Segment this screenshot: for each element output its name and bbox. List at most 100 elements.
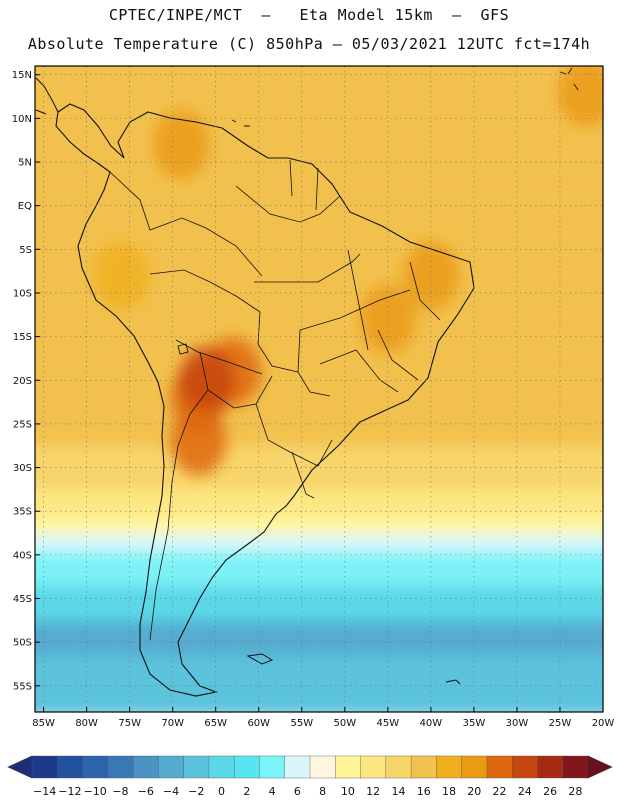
- colorbar-label: 26: [543, 785, 557, 798]
- map-subtitle: Absolute Temperature (C) 850hPa – 05/03/…: [27, 35, 591, 53]
- colorbar-label: −8: [112, 785, 128, 798]
- colorbar-swatch: [360, 755, 387, 779]
- longitude-label: 55W: [290, 718, 313, 729]
- colorbar-swatch: [335, 755, 362, 779]
- colorbar-swatch: [309, 755, 336, 779]
- longitude-label: 60W: [247, 718, 270, 729]
- colorbar-swatch: [562, 755, 589, 779]
- latitude-label: 40S: [13, 550, 32, 561]
- warm-core: [179, 346, 236, 415]
- latitude-label: 5S: [19, 245, 32, 256]
- longitude-label: 70W: [161, 718, 184, 729]
- latitude-label: 30S: [13, 463, 32, 474]
- colorbar-label: 2: [243, 785, 250, 798]
- warm-core: [153, 110, 210, 179]
- warm-core: [170, 407, 227, 476]
- latitude-label: 15N: [12, 70, 32, 81]
- colorbar-swatch: [31, 755, 58, 779]
- temperature-bands: [35, 66, 603, 712]
- colorbar-swatch: [82, 755, 109, 779]
- colorbar-swatch: [208, 755, 235, 779]
- colorbar-label: 14: [391, 785, 405, 798]
- latitude-label: 10S: [13, 288, 32, 299]
- colorbar-label: 16: [417, 785, 431, 798]
- warm-cores: [93, 66, 603, 476]
- colorbar-label: −14: [33, 785, 56, 798]
- longitude-label: 25W: [549, 718, 572, 729]
- latitude-label: 25S: [13, 419, 32, 430]
- map-title: CPTEC/INPE/MCT – Eta Model 15km – GFS: [108, 6, 510, 24]
- colorbar-label: 0: [218, 785, 225, 798]
- coastline-borders: [35, 67, 579, 697]
- colorbar-swatch: [410, 755, 437, 779]
- colorbar-swatch: [511, 755, 538, 779]
- south-america-coastline: [55, 103, 475, 697]
- latitude-label: 20S: [13, 376, 32, 387]
- colorbar-label: 8: [319, 785, 326, 798]
- colorbar-swatch: [107, 755, 134, 779]
- longitude-label: 20W: [592, 718, 615, 729]
- colorbar-swatch: [183, 755, 210, 779]
- latitude-label: 50S: [13, 638, 32, 649]
- colorbar-label: 24: [518, 785, 532, 798]
- colorbar-swatch: [158, 755, 185, 779]
- colorbar-swatch: [259, 755, 286, 779]
- longitude-label: 40W: [420, 718, 443, 729]
- colorbar-swatch: [233, 755, 260, 779]
- colorbar-label: −10: [84, 785, 107, 798]
- colorbar-swatch: [537, 755, 564, 779]
- latitude-labels: 15N 10N 5N EQ 5S 10S 15S 20S 25S 30S 35S 40S 45S 50S 5…: [12, 70, 32, 692]
- latitude-label: 10N: [12, 114, 32, 125]
- map-frame: [34, 65, 604, 713]
- colorbar-label: −6: [138, 785, 154, 798]
- colorbar-right-arrow: [587, 755, 613, 779]
- warm-core: [557, 66, 603, 127]
- colorbar-label: 12: [366, 785, 380, 798]
- latitude-label: 45S: [13, 594, 32, 605]
- longitude-label: 65W: [204, 718, 227, 729]
- longitude-label: 50W: [334, 718, 357, 729]
- caribbean-islands: [231, 67, 579, 127]
- temperature-band: [35, 655, 603, 712]
- longitude-label: 30W: [506, 718, 529, 729]
- colorbar-label: 4: [269, 785, 276, 798]
- colorbar-label: 18: [442, 785, 456, 798]
- colorbar-swatch: [385, 755, 412, 779]
- colorbar-label: −12: [58, 785, 81, 798]
- colorbar-swatch: [132, 755, 159, 779]
- colorbar-label: 22: [493, 785, 507, 798]
- longitude-label: 45W: [377, 718, 400, 729]
- south-georgia: [445, 679, 461, 685]
- colorbar-label: −4: [163, 785, 179, 798]
- colorbar: −14 −12 −10 −8 −6 −4 −2 0 2 4 6 8 10 12 14 16 18 20 22 24 26…: [7, 755, 613, 798]
- central-america-coast: [35, 77, 59, 115]
- warm-core: [402, 241, 459, 310]
- colorbar-swatch: [461, 755, 488, 779]
- lake-titicaca: [177, 343, 189, 355]
- falkland-islands: [246, 653, 274, 665]
- colorbar-swatch: [486, 755, 513, 779]
- colorbar-label: 28: [568, 785, 582, 798]
- longitude-label: 75W: [118, 718, 141, 729]
- colorbar-label: 20: [467, 785, 481, 798]
- colorbar-label: 6: [294, 785, 301, 798]
- latitude-label: 15S: [13, 332, 32, 343]
- longitude-label: 85W: [32, 718, 55, 729]
- graticule: [35, 66, 604, 712]
- warm-core: [93, 241, 150, 310]
- longitude-label: 35W: [463, 718, 486, 729]
- colorbar-swatch: [436, 755, 463, 779]
- colorbar-label: −2: [188, 785, 204, 798]
- longitude-labels: 85W 80W 75W 70W 65W 60W 55W 50W 45W 40W 35W 30W 25W 2…: [32, 718, 614, 729]
- longitude-label: 80W: [75, 718, 98, 729]
- warm-core: [359, 285, 416, 354]
- colorbar-left-arrow: [7, 755, 33, 779]
- colorbar-swatch: [284, 755, 311, 779]
- colorbar-label: 10: [341, 785, 355, 798]
- colorbar-swatch: [57, 755, 84, 779]
- latitude-label: 35S: [13, 507, 32, 518]
- latitude-label: 5N: [18, 158, 32, 169]
- country-borders: [109, 159, 441, 641]
- latitude-label: EQ: [18, 201, 32, 212]
